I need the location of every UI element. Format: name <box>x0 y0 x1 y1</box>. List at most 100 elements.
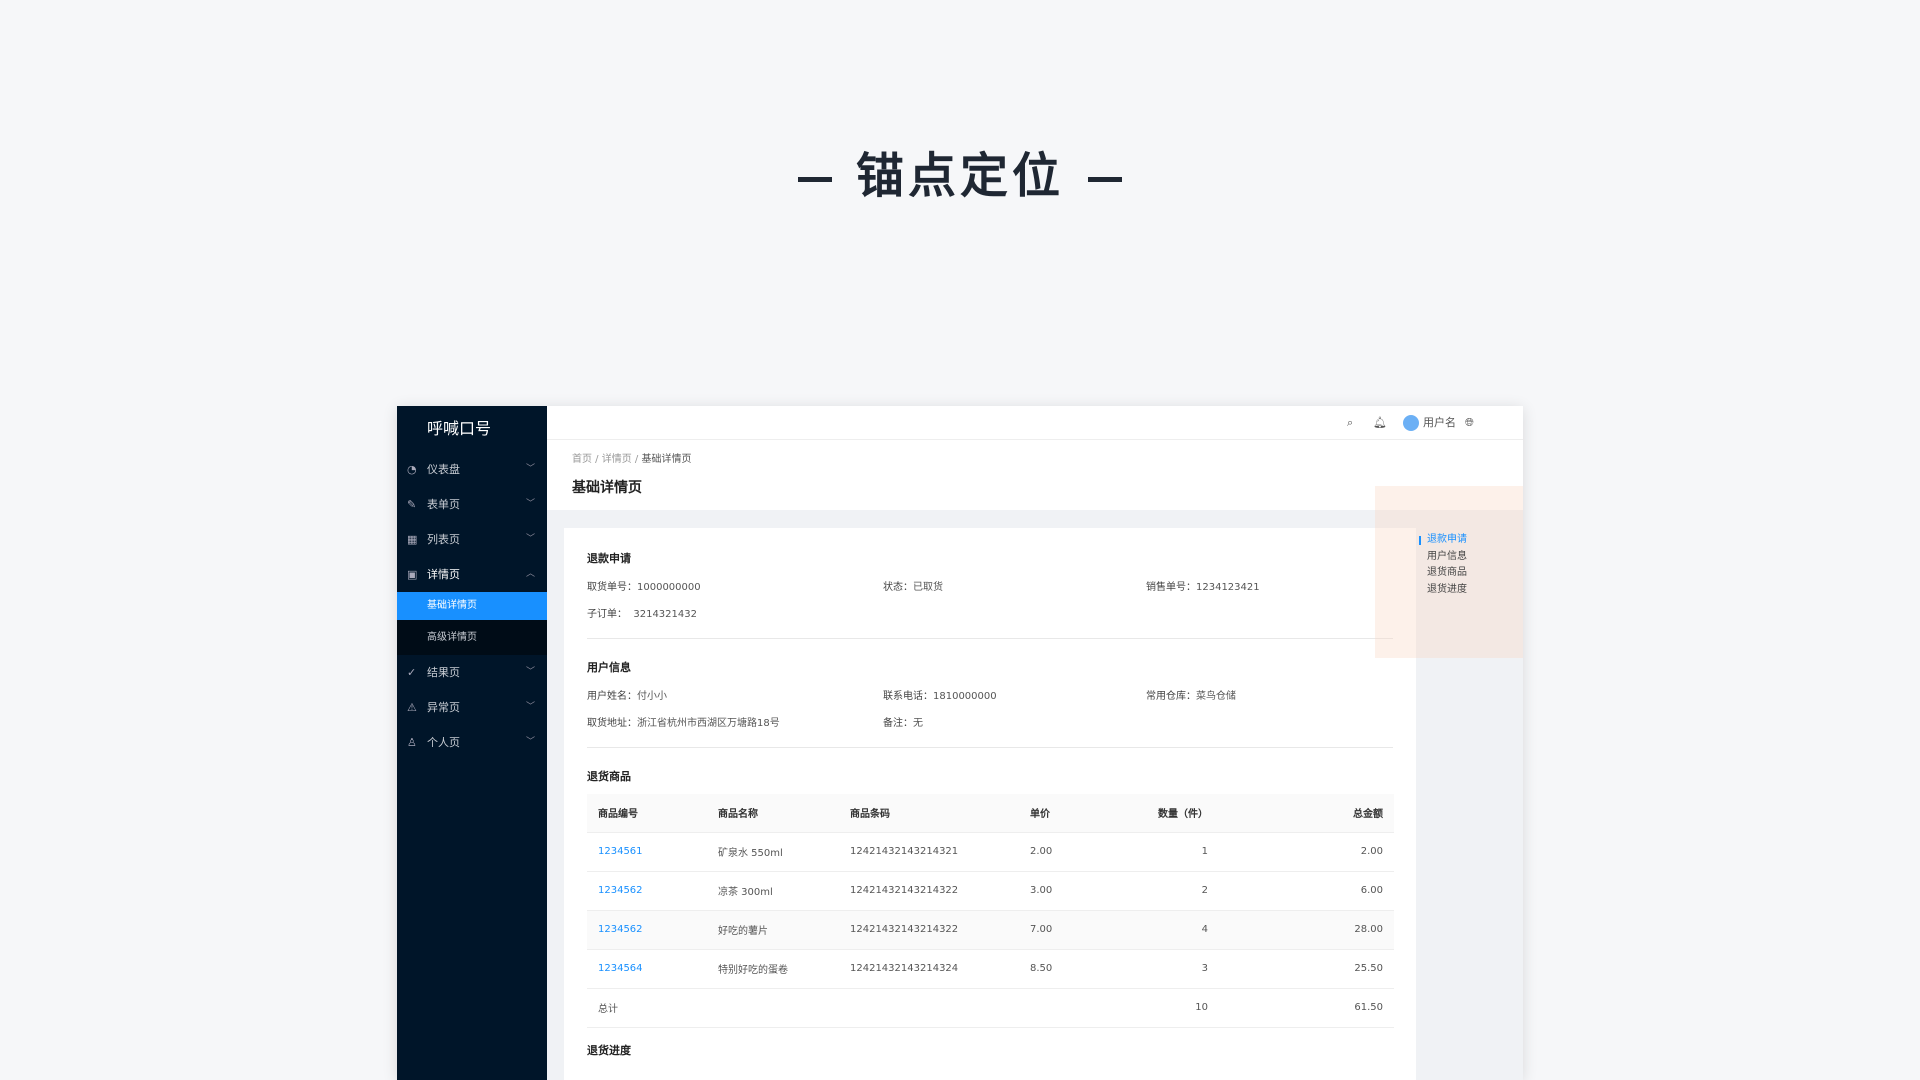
sidebar-item-result[interactable]: ✓ 结果页 ﹀ <box>397 655 547 690</box>
label: 销售单号： <box>1146 582 1196 593</box>
table-cell: 12421432143214324 <box>839 949 1019 989</box>
user-menu[interactable]: 用户名 <box>1403 406 1456 440</box>
table-cell: 2 <box>1119 871 1219 911</box>
chevron-down-icon: ﹀ <box>525 737 535 747</box>
table-cell: 4 <box>1119 910 1219 950</box>
table-cell: 凉茶 300ml <box>707 871 839 911</box>
sidebar-item-exception[interactable]: ⚠ 异常页 ﹀ <box>397 690 547 725</box>
product-id-link[interactable]: 1234562 <box>587 910 707 950</box>
chevron-down-icon: ﹀ <box>525 534 535 544</box>
column-header: 商品名称 <box>707 794 839 833</box>
anchor-link-user[interactable]: 用户信息 <box>1427 550 1467 562</box>
sidebar-item-dashboard[interactable]: ◔ 仪表盘 ﹀ <box>397 452 547 487</box>
label: 详情页 <box>427 568 460 581</box>
logo: 呼喊口号 <box>427 419 492 438</box>
total-cell <box>1019 988 1119 1028</box>
username: 用户名 <box>1423 416 1456 429</box>
value: 无 <box>913 718 923 729</box>
anchor-highlight <box>1375 486 1523 658</box>
sidebar-item-detail[interactable]: ▣ 详情页 ︿ <box>397 557 547 592</box>
sidebar-item-form[interactable]: ✎ 表单页 ﹀ <box>397 487 547 522</box>
breadcrumb-current: 基础详情页 <box>641 454 692 465</box>
hero-title-text: 锚点定位 <box>855 148 1064 204</box>
label: 联系电话： <box>883 691 933 702</box>
product-id-link[interactable]: 1234564 <box>587 949 707 989</box>
table-cell: 2.00 <box>1219 832 1394 872</box>
goods-table: 商品编号 商品名称 商品条码 单价 数量（件） 总金额 1234561 矿泉水 5… <box>587 794 1394 1028</box>
chevron-down-icon: ﹀ <box>525 702 535 712</box>
table-cell: 28.00 <box>1219 910 1394 950</box>
table-icon: ▦ <box>407 533 418 546</box>
label: 用户姓名： <box>587 691 637 702</box>
table-cell: 3.00 <box>1019 871 1119 911</box>
anchor-link-refund[interactable]: 退款申请 <box>1419 532 1467 549</box>
label: 子订单： <box>587 609 627 620</box>
label: 个人页 <box>427 736 460 749</box>
value: 3214321432 <box>633 609 697 620</box>
label: 仪表盘 <box>427 463 460 476</box>
top-header: ⌕ 🔔︎ 用户名 🌐︎ <box>547 406 1523 440</box>
label: 常用仓库： <box>1146 691 1196 702</box>
column-header: 商品条码 <box>839 794 1019 833</box>
table-row: 1234562 凉茶 300ml 12421432143214322 3.00 2 6.0… <box>587 871 1394 911</box>
breadcrumb-home[interactable]: 首页 <box>572 454 592 465</box>
table-cell: 12421432143214322 <box>839 871 1019 911</box>
product-id-link[interactable]: 1234561 <box>587 832 707 872</box>
sidebar-subitem-advanced-detail[interactable]: 高级详情页 <box>397 620 547 655</box>
table-row: 1234562 好吃的薯片 12421432143214322 7.00 4 28.00 <box>587 910 1394 950</box>
label: 备注： <box>883 718 913 729</box>
column-header: 商品编号 <box>587 794 707 833</box>
globe-icon[interactable]: 🌐︎ <box>1465 416 1474 429</box>
table-row: 1234564 特别好吃的蛋卷 12421432143214324 8.50 3 25.5… <box>587 949 1394 989</box>
profile-icon: ▣ <box>407 568 418 581</box>
table-cell: 3 <box>1119 949 1219 989</box>
label: 取货单号： <box>587 582 637 593</box>
warning-icon: ⚠ <box>407 701 417 714</box>
value: 菜鸟仓储 <box>1196 691 1236 702</box>
page-header: 首页 / 详情页 / 基础详情页 基础详情页 <box>547 440 1523 510</box>
anchor-link-goods[interactable]: 退货商品 <box>1427 567 1467 578</box>
label: 列表页 <box>427 533 460 546</box>
value: 1000000000 <box>637 582 701 593</box>
label: 结果页 <box>427 666 460 679</box>
anchor-link-progress[interactable]: 退货进度 <box>1427 583 1467 595</box>
table-row: 1234561 矿泉水 550ml 12421432143214321 2.00 1 2.… <box>587 832 1394 872</box>
column-header: 数量（件） <box>1119 794 1219 833</box>
search-icon[interactable]: ⌕ <box>1347 416 1354 429</box>
section-title-user: 用户信息 <box>587 661 631 674</box>
avatar <box>1403 415 1419 431</box>
table-cell: 25.50 <box>1219 949 1394 989</box>
total-cell: 61.50 <box>1219 988 1394 1028</box>
label: 表单页 <box>427 498 460 511</box>
table-cell: 7.00 <box>1019 910 1119 950</box>
section-title-progress: 退货进度 <box>587 1043 631 1057</box>
main: ⌕ 🔔︎ 用户名 🌐︎ 首页 / 详情页 / 基础详情页 基础详情页 退款申请 … <box>547 406 1523 1080</box>
total-cell: 总计 <box>587 988 707 1028</box>
value: 已取货 <box>913 582 943 593</box>
column-header: 总金额 <box>1219 794 1394 833</box>
table-cell: 8.50 <box>1019 949 1119 989</box>
refund-row-2: 子订单： 3214321432 <box>587 605 1393 620</box>
user-row-2: 取货地址：浙江省杭州市西湖区万塘路18号 备注：无 <box>587 714 1393 729</box>
bell-icon[interactable]: 🔔︎ <box>1373 416 1387 429</box>
table-cell: 2.00 <box>1019 832 1119 872</box>
page-title: 基础详情页 <box>572 480 642 496</box>
table-cell: 好吃的薯片 <box>707 910 839 950</box>
breadcrumb-detail[interactable]: 详情页 <box>601 454 632 465</box>
sidebar-subitem-basic-detail[interactable]: 基础详情页 <box>397 592 547 620</box>
check-circle-icon: ✓ <box>407 666 417 679</box>
table-cell: 矿泉水 550ml <box>707 832 839 872</box>
divider <box>587 638 1393 639</box>
total-row: 总计 10 61.50 <box>587 988 1394 1028</box>
total-cell <box>707 988 839 1028</box>
chevron-down-icon: ﹀ <box>525 667 535 677</box>
divider <box>587 747 1393 748</box>
user-icon: ♙ <box>407 736 417 749</box>
table-cell: 6.00 <box>1219 871 1394 911</box>
product-id-link[interactable]: 1234562 <box>587 871 707 911</box>
sidebar-item-list[interactable]: ▦ 列表页 ﹀ <box>397 522 547 557</box>
sidebar-item-account[interactable]: ♙ 个人页 ﹀ <box>397 725 547 760</box>
section-title-goods: 退货商品 <box>587 770 631 783</box>
table-cell: 12421432143214321 <box>839 832 1019 872</box>
label: 取货地址： <box>587 718 637 729</box>
